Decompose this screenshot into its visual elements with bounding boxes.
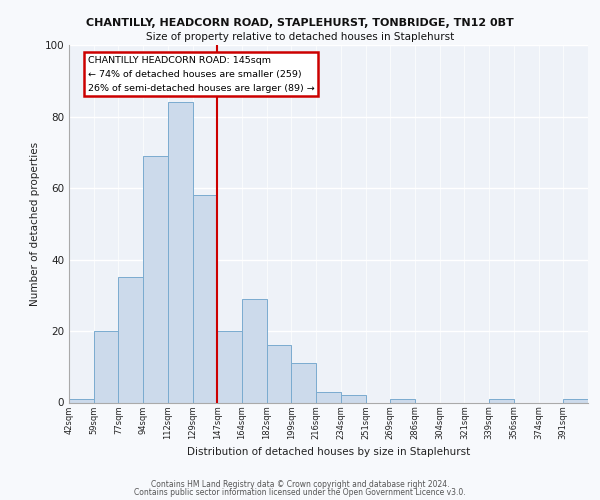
Bar — [316, 392, 341, 402]
Text: CHANTILLY HEADCORN ROAD: 145sqm
← 74% of detached houses are smaller (259)
26% o: CHANTILLY HEADCORN ROAD: 145sqm ← 74% of… — [88, 56, 314, 92]
Bar — [242, 299, 267, 403]
Text: Size of property relative to detached houses in Staplehurst: Size of property relative to detached ho… — [146, 32, 454, 42]
Bar — [489, 399, 514, 402]
Bar — [563, 399, 588, 402]
Bar — [69, 399, 94, 402]
Text: Contains HM Land Registry data © Crown copyright and database right 2024.: Contains HM Land Registry data © Crown c… — [151, 480, 449, 489]
Bar — [143, 156, 168, 402]
Bar — [292, 363, 316, 403]
Bar — [168, 102, 193, 403]
Bar — [118, 278, 143, 402]
Y-axis label: Number of detached properties: Number of detached properties — [31, 142, 40, 306]
X-axis label: Distribution of detached houses by size in Staplehurst: Distribution of detached houses by size … — [187, 448, 470, 458]
Bar — [217, 331, 242, 402]
Text: Contains public sector information licensed under the Open Government Licence v3: Contains public sector information licen… — [134, 488, 466, 497]
Bar — [94, 331, 118, 402]
Bar — [341, 396, 365, 402]
Text: CHANTILLY, HEADCORN ROAD, STAPLEHURST, TONBRIDGE, TN12 0BT: CHANTILLY, HEADCORN ROAD, STAPLEHURST, T… — [86, 18, 514, 28]
Bar — [267, 346, 292, 403]
Bar — [390, 399, 415, 402]
Bar — [193, 195, 217, 402]
